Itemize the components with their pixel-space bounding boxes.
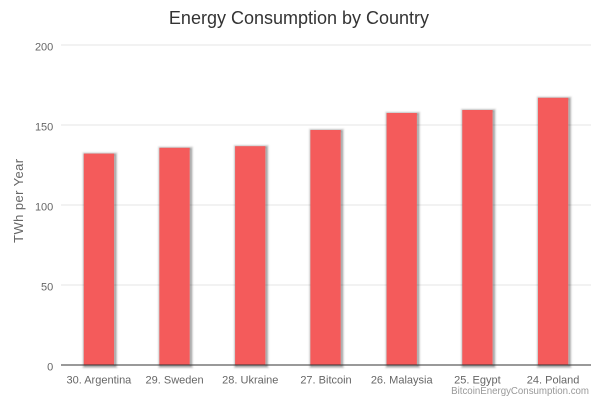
svg-text:100: 100 xyxy=(35,202,53,214)
svg-text:Energy Consumption by Country: Energy Consumption by Country xyxy=(169,8,429,28)
svg-text:BitcoinEnergyConsumption.com: BitcoinEnergyConsumption.com xyxy=(451,386,589,397)
svg-text:25. Egypt: 25. Egypt xyxy=(454,375,500,387)
svg-text:27. Bitcoin: 27. Bitcoin xyxy=(300,375,351,387)
svg-text:0: 0 xyxy=(47,362,53,374)
svg-text:150: 150 xyxy=(35,122,53,134)
svg-text:26. Malaysia: 26. Malaysia xyxy=(371,375,434,387)
svg-text:29. Sweden: 29. Sweden xyxy=(146,375,204,387)
svg-text:30. Argentina: 30. Argentina xyxy=(66,375,132,387)
svg-text:24. Poland: 24. Poland xyxy=(527,375,580,387)
svg-text:200: 200 xyxy=(35,42,53,54)
svg-text:50: 50 xyxy=(41,282,53,294)
svg-text:TWh per Year: TWh per Year xyxy=(11,158,26,243)
svg-text:28. Ukraine: 28. Ukraine xyxy=(222,375,278,387)
